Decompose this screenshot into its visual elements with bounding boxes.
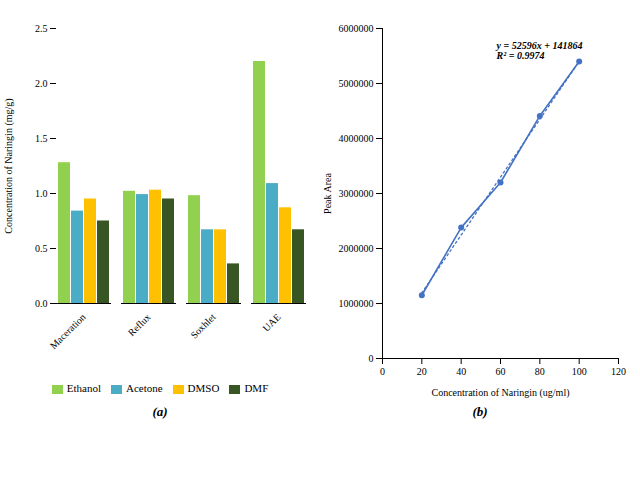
svg-text:0.0: 0.0: [35, 298, 48, 309]
svg-text:0: 0: [369, 353, 374, 364]
svg-text:1000000: 1000000: [339, 298, 374, 309]
svg-text:60: 60: [496, 366, 506, 377]
html-text:(b): (b): [472, 404, 488, 419]
svg-text:Maceration: Maceration: [48, 311, 88, 351]
svg-text:0.5: 0.5: [35, 243, 48, 254]
svg-text:y = 52596x + 141864R² = 0.9974: y = 52596x + 141864R² = 0.9974: [496, 40, 583, 61]
svg-text:80: 80: [535, 366, 545, 377]
svg-text:Peak Area: Peak Area: [322, 173, 333, 214]
html-text:DMF: DMF: [244, 382, 269, 394]
svg-text:2.0: 2.0: [35, 78, 48, 89]
html-text:Ethanol: Ethanol: [66, 382, 101, 394]
svg-text:1.0: 1.0: [35, 188, 48, 199]
html-text:(a): (a): [152, 404, 168, 419]
html-text:DMSO: DMSO: [187, 382, 220, 394]
html-text:Acetone: Acetone: [126, 382, 163, 394]
svg-text:Concentration of Naringin (ug/: Concentration of Naringin (ug/ml): [431, 387, 569, 399]
svg-text:2.5: 2.5: [35, 23, 48, 34]
svg-text:2000000: 2000000: [339, 243, 374, 254]
svg-text:1.5: 1.5: [35, 133, 48, 144]
svg-text:3000000: 3000000: [339, 188, 374, 199]
svg-text:0: 0: [380, 366, 385, 377]
svg-text:Soxhlet: Soxhlet: [188, 311, 218, 341]
svg-text:Reflux: Reflux: [126, 311, 153, 338]
svg-text:UAE: UAE: [260, 311, 282, 333]
svg-text:40: 40: [456, 366, 466, 377]
svg-text:4000000: 4000000: [339, 133, 374, 144]
svg-text:6000000: 6000000: [339, 23, 374, 34]
svg-text:120: 120: [611, 366, 626, 377]
svg-text:100: 100: [572, 366, 587, 377]
svg-text:Concentration of Naringin (mg/: Concentration of Naringin (mg/g): [3, 98, 15, 233]
svg-text:5000000: 5000000: [339, 78, 374, 89]
svg-text:20: 20: [417, 366, 427, 377]
